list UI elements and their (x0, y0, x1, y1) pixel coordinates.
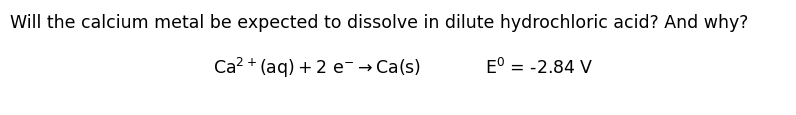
Text: $\mathregular{Ca^{2+}(aq) + 2\ e^{-} \rightarrow Ca(s)}$: $\mathregular{Ca^{2+}(aq) + 2\ e^{-} \ri… (213, 55, 421, 79)
Text: $\mathregular{E^{0}}$ = -2.84 V: $\mathregular{E^{0}}$ = -2.84 V (485, 58, 594, 77)
Text: Will the calcium metal be expected to dissolve in dilute hydrochloric acid? And : Will the calcium metal be expected to di… (10, 14, 748, 32)
